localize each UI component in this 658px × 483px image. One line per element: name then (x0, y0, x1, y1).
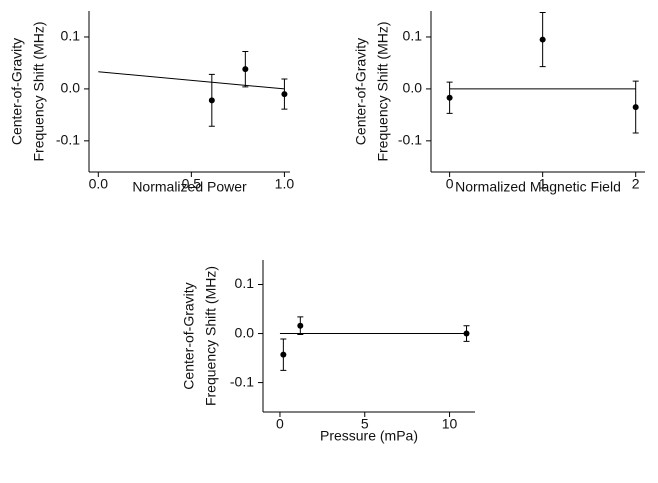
fit-line (98, 71, 285, 90)
y-tick-label: -0.1 (398, 132, 422, 148)
data-point (280, 351, 287, 358)
x-tick-label: 0 (276, 416, 284, 432)
x-tick-label: 1 (539, 176, 547, 192)
x-tick-label: 0.0 (89, 176, 109, 192)
x-tick-label: 5 (361, 416, 369, 432)
y-axis-label: Center-of-Gravity (181, 282, 197, 389)
data-point (281, 91, 288, 98)
x-tick-label: 2 (632, 176, 640, 192)
y-tick-label: -0.1 (230, 373, 254, 389)
data-point (446, 94, 453, 101)
x-axis-label: Pressure (mPa) (320, 428, 418, 444)
y-axis-label: Center-of-Gravity (9, 38, 25, 145)
y-tick-label: 0.0 (61, 80, 81, 96)
x-axis-label: Normalized Magnetic Field (455, 179, 621, 195)
y-axis-label: Frequency Shift (MHz) (203, 266, 219, 406)
y-tick-label: 0.1 (61, 28, 81, 44)
data-point (632, 104, 639, 111)
x-tick-label: 0 (446, 176, 454, 192)
y-tick-label: 0.1 (403, 28, 423, 44)
data-point (463, 330, 470, 337)
data-point (208, 97, 215, 104)
data-point (297, 322, 304, 329)
x-axis-label: Normalized Power (132, 179, 247, 195)
x-tick-label: 10 (442, 416, 458, 432)
y-tick-label: -0.1 (56, 132, 80, 148)
y-axis-label: Center-of-Gravity (353, 38, 369, 145)
y-tick-label: 0.1 (235, 275, 255, 291)
x-tick-label: 1.0 (275, 176, 295, 192)
y-tick-label: 0.0 (235, 324, 255, 340)
data-point (539, 36, 546, 43)
y-axis-label: Frequency Shift (MHz) (375, 21, 391, 161)
data-point (242, 66, 249, 73)
y-tick-label: 0.0 (403, 80, 423, 96)
x-tick-label: 0.5 (182, 176, 202, 192)
y-axis-label: Frequency Shift (MHz) (31, 21, 47, 161)
